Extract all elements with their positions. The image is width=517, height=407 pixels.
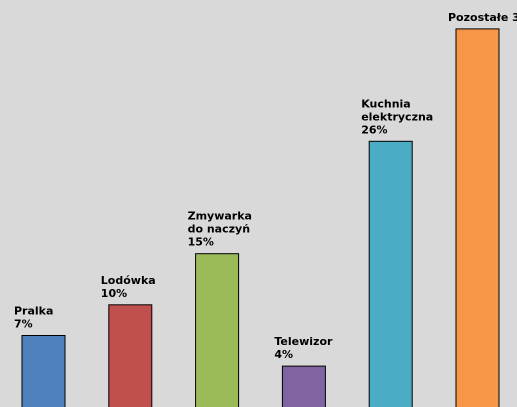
bar-label-line: elektryczna: [361, 110, 433, 123]
bar-label-line: Zmywarka: [188, 210, 252, 223]
bar-label-line: 10%: [101, 287, 127, 300]
bar-label-line: do naczyń: [188, 223, 250, 236]
bar-label-line: Pozostałe 37%: [448, 11, 517, 24]
bar-3: [281, 365, 326, 407]
bar-label-line: Pralka: [14, 305, 53, 318]
bar-label-line: 4%: [274, 348, 293, 361]
bars-group: [21, 28, 500, 407]
bar-2: [195, 253, 240, 407]
bar-label-line: Lodówka: [101, 274, 156, 287]
bar-1: [108, 304, 153, 407]
bar-label-2: Zmywarka do naczyń 15%: [188, 210, 252, 249]
bar-label-1: Lodówka 10%: [101, 274, 156, 300]
bar-label-4: Kuchnia elektryczna 26%: [361, 97, 433, 136]
labels-group: Pralka 7% Lodówka 10% Zmywarka do naczyń 15% Te…: [14, 11, 517, 361]
bar-label-0: Pralka 7%: [14, 305, 53, 331]
bar-4: [368, 140, 413, 407]
bar-label-line: 26%: [361, 123, 387, 136]
bar-5: [455, 28, 500, 407]
bar-label-line: 15%: [188, 236, 214, 249]
bar-0: [21, 335, 66, 407]
bar-label-3: Telewizor 4%: [274, 335, 333, 361]
bar-label-5: Pozostałe 37%: [448, 11, 517, 24]
bar-label-line: Telewizor: [274, 335, 333, 348]
bar-label-line: 7%: [14, 318, 33, 331]
bar-label-line: Kuchnia: [361, 97, 411, 110]
